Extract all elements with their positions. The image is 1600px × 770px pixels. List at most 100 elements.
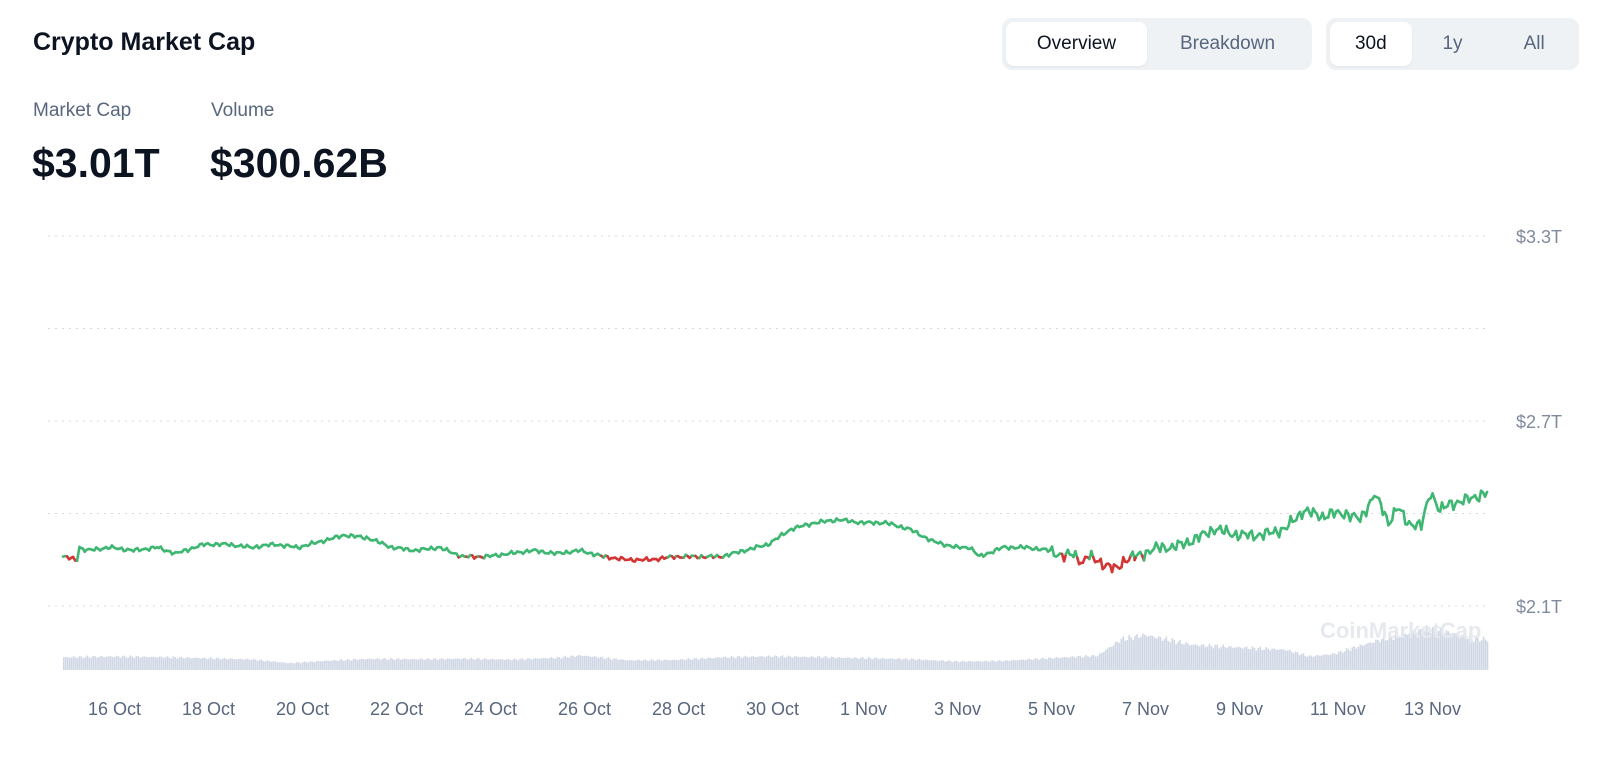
volume-bar [260,659,263,670]
volume-bar [1004,659,1007,670]
volume-bar [1310,655,1313,670]
range-1y-button[interactable]: 1y [1442,33,1463,54]
volume-label: Volume [211,100,275,121]
volume-bar [752,656,754,670]
volume-bar [769,656,772,670]
volume-bar [1181,643,1183,670]
volume-bar [948,660,950,670]
x-tick-label: 11 Nov [1310,699,1366,719]
volume-bar [82,658,85,670]
volume-bar [1106,648,1109,670]
volume-bar [656,659,658,670]
volume-bar [1077,656,1080,670]
volume-bar [108,656,110,670]
volume-bar [489,658,492,670]
volume-bar [1482,636,1485,670]
volume-bar [818,656,821,670]
volume-bar [231,658,234,670]
volume-bar [131,656,134,670]
volume-bar [636,659,639,670]
volume-bar [766,656,768,670]
volume-bar [936,660,939,670]
volume-bar [346,658,349,670]
volume-bar [846,657,848,670]
volume-bar [901,659,903,670]
volume-bar [562,657,564,670]
volume-bar [832,656,835,670]
volume-bar [705,658,707,670]
volume-bar [190,658,192,670]
volume-bar [957,662,960,670]
volume-bar [268,661,271,670]
volume-bar [1089,657,1091,670]
volume-bar [1302,653,1305,670]
volume-bar [1063,657,1066,670]
y-tick-label: $3.3T [1516,227,1562,247]
volume-bar [768,655,770,670]
volume-bar [1259,646,1262,670]
volume-bar [1286,650,1289,670]
range-all-button[interactable]: All [1523,33,1545,54]
volume-bar [276,662,279,670]
volume-bar [1253,647,1256,670]
volume-bar [1241,648,1244,670]
volume-bar [679,659,682,670]
volume-bar [213,659,216,670]
volume-bar [566,657,568,670]
volume-bar [1404,633,1407,670]
volume-bar [1369,642,1371,670]
volume-bar [1353,646,1356,670]
volume-bar [444,659,447,670]
volume-bar [354,658,357,670]
volume-bar [1012,659,1015,670]
volume-bar [299,663,302,670]
volume-bar [848,657,850,670]
volume-bar [464,658,467,670]
volume-bar [84,657,87,670]
volume-bar [366,658,369,670]
volume-bar [110,656,112,670]
volume-bar [572,655,574,670]
market-cap-chart: CoinMarketCap $3.3T $2.7T $2.1T 16 Oct 18 O… [48,227,1562,719]
volume-bar [1371,643,1373,670]
volume-bar [1255,650,1258,670]
volume-bar [1185,642,1187,670]
volume-bar [70,657,73,670]
tab-breakdown[interactable]: Breakdown [1179,33,1276,54]
price-line-segment [1364,504,1370,518]
volume-bar [376,658,378,670]
volume-bar [811,656,813,670]
volume-bar [1155,638,1158,670]
volume-bar [813,657,815,670]
volume-bar [775,656,778,670]
volume-bar [628,660,631,670]
volume-bar [916,659,919,670]
volume-bar [1183,644,1185,670]
price-line-segment [1402,509,1407,526]
volume-bar [1471,638,1473,670]
view-toggle: Overview Breakdown [1002,18,1312,70]
volume-bar [664,659,666,670]
volume-bar [856,657,858,670]
volume-bar [337,661,339,670]
volume-bar [1416,632,1418,670]
volume-bar [621,659,623,670]
volume-bar [1480,640,1483,670]
volume-bar [903,658,905,670]
volume-bar [558,656,561,670]
volume-bar [493,659,496,670]
volume-bar [325,660,328,670]
volume-bar [1083,656,1085,670]
volume-bar [1279,649,1281,670]
volume-bar [1467,638,1469,670]
volume-bar [1361,645,1363,670]
volume-bar [760,656,762,670]
volume-bar [867,657,870,670]
tab-overview[interactable]: Overview [1006,22,1147,66]
volume-bar [100,656,102,670]
volume-bar [487,659,490,670]
range-30d-button[interactable]: 30d [1330,22,1412,66]
volume-bar [1314,655,1316,670]
volume-bar [991,660,993,670]
volume-bar [1292,653,1295,670]
